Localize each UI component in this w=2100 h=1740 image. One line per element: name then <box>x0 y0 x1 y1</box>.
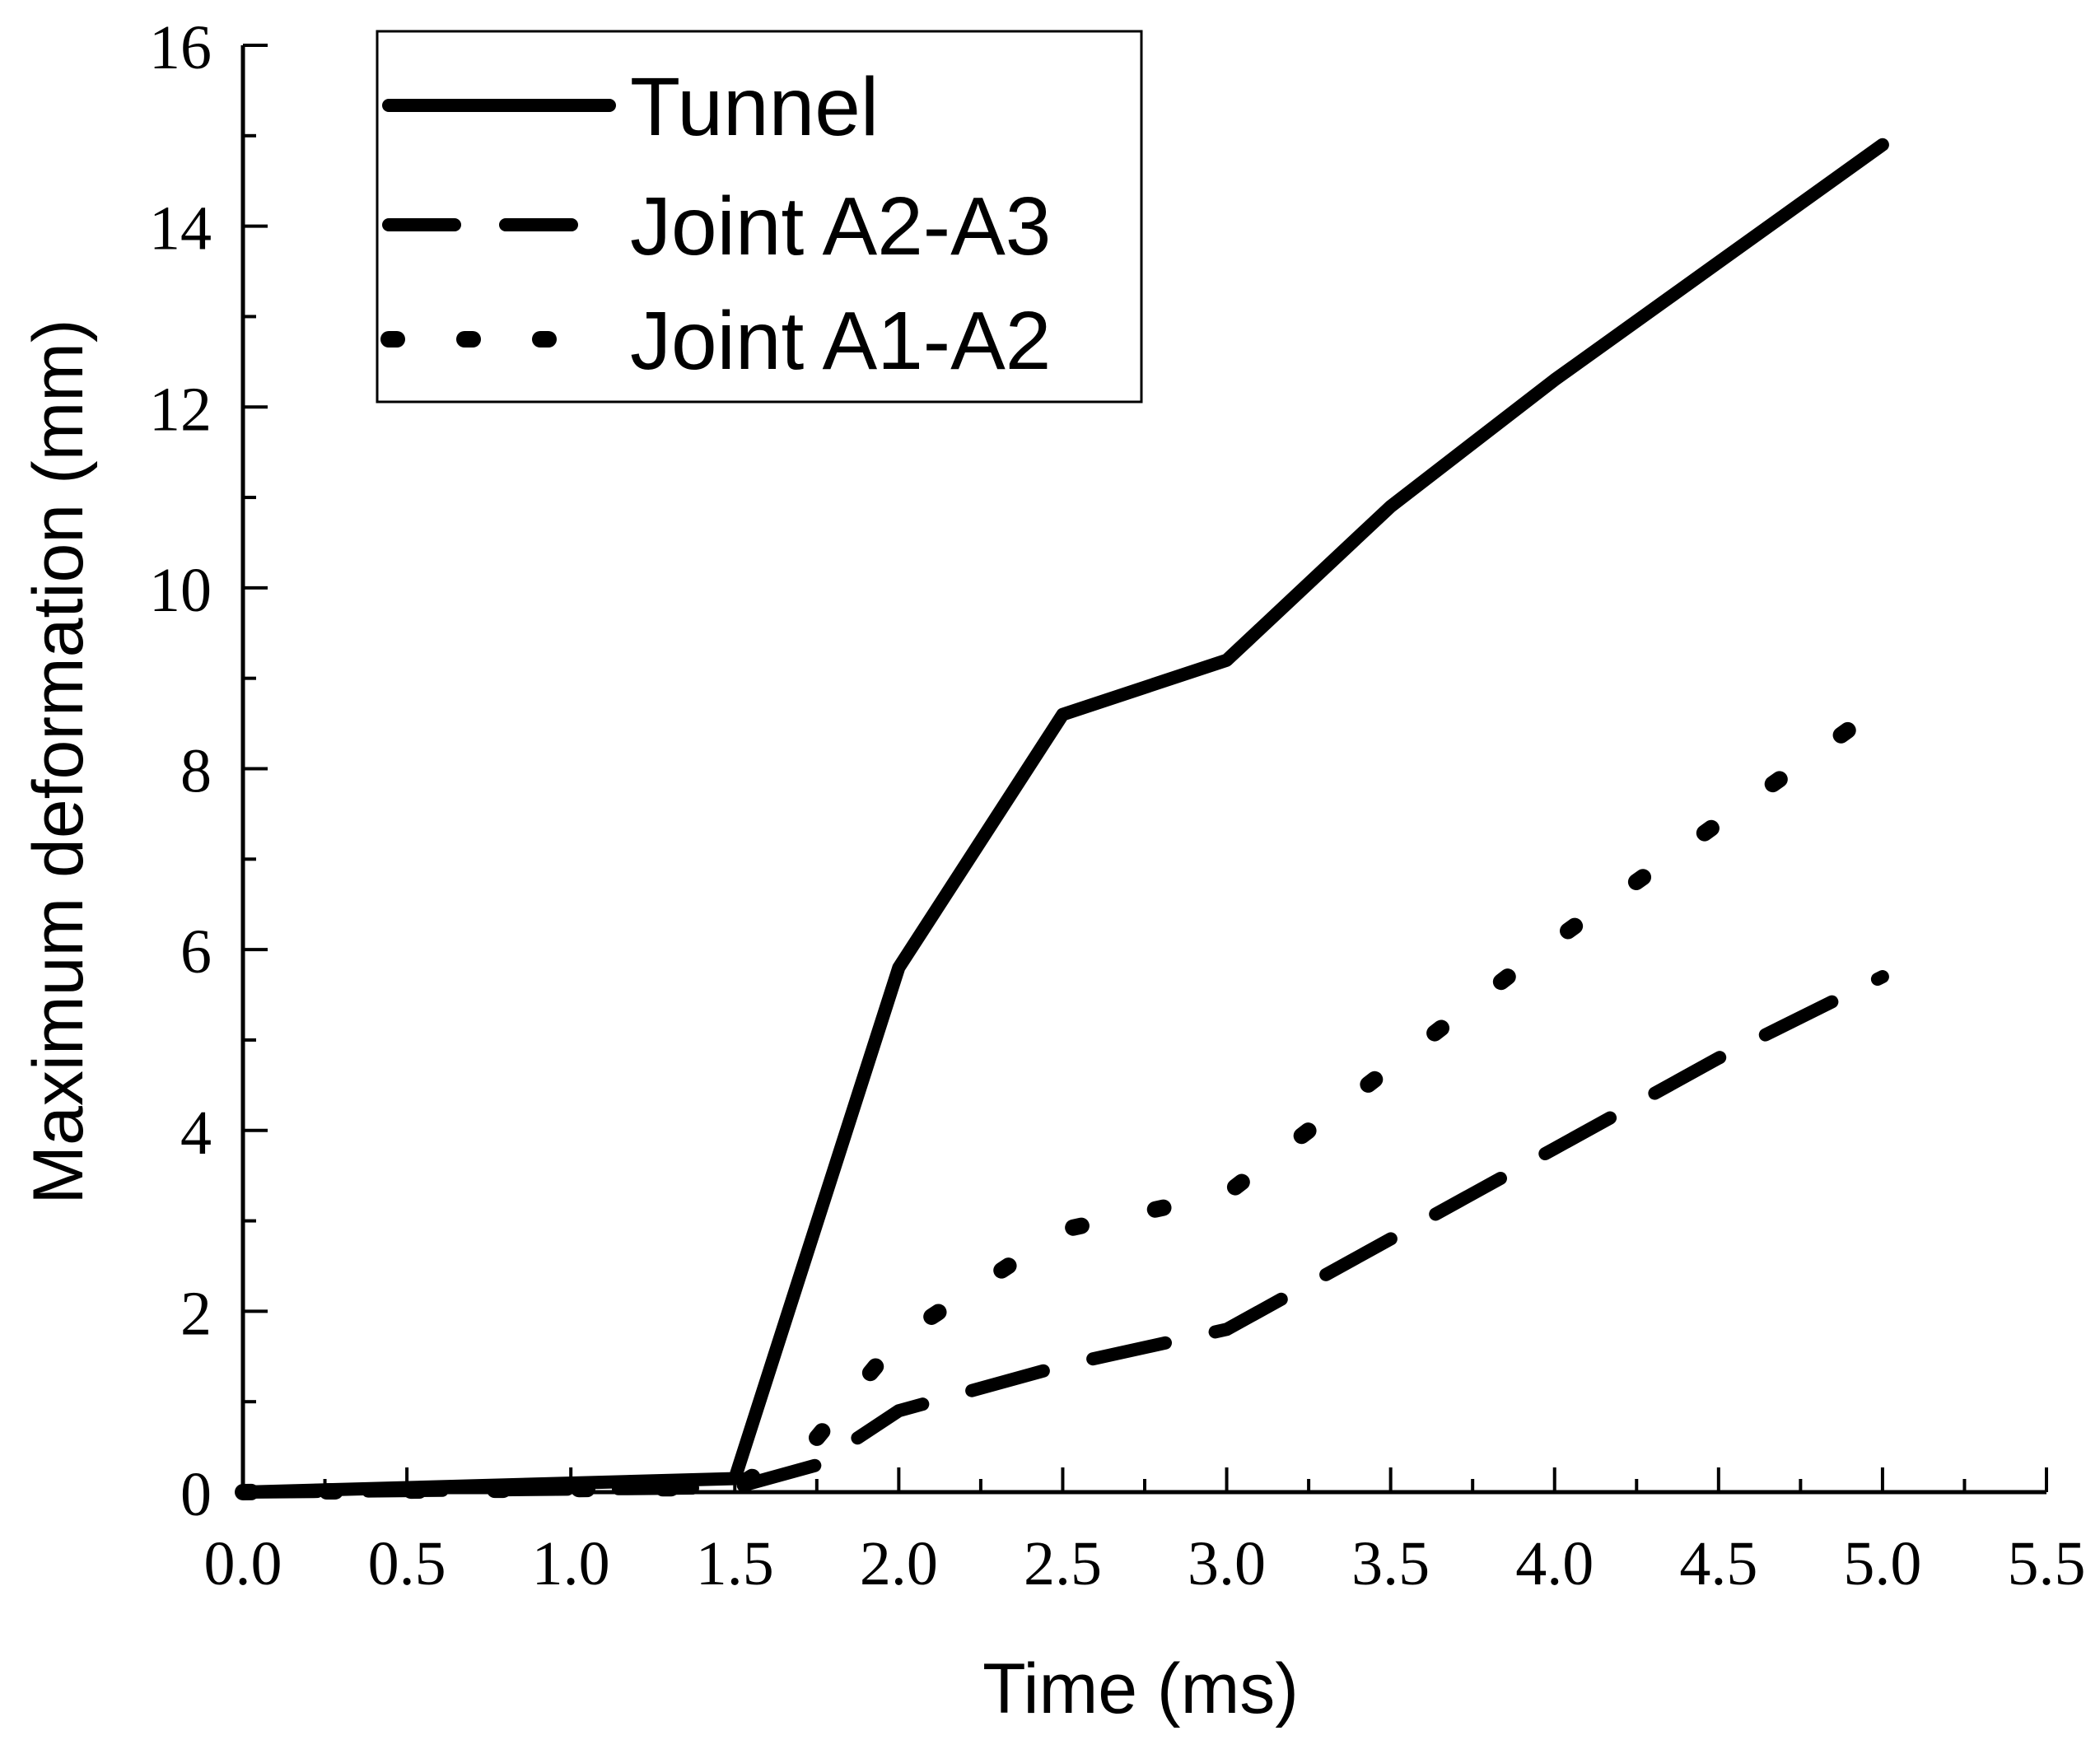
x-tick-label: 1.5 <box>696 1529 774 1598</box>
y-tick-label: 14 <box>149 194 212 264</box>
y-tick-label: 8 <box>180 737 212 806</box>
y-tick-label: 12 <box>149 375 212 444</box>
legend-label-2: Joint A2-A3 <box>630 180 1051 273</box>
y-tick-label: 16 <box>149 13 212 82</box>
x-tick-label: 3.5 <box>1351 1529 1430 1598</box>
y-tick-label: 0 <box>180 1460 212 1529</box>
axes: 0.0 0.5 1.0 1.5 2.0 2.5 3.0 3.5 4.0 4.5 5.0 5.5 0 2 4 6… <box>149 13 2086 1598</box>
y-axis-label: Maximum deformation (mm) <box>19 319 98 1204</box>
x-tick-label: 5.5 <box>2008 1529 2086 1598</box>
x-tick-label: 0.0 <box>204 1529 282 1598</box>
x-tick-label: 0.5 <box>368 1529 446 1598</box>
legend-box <box>376 30 1143 404</box>
x-tick-label: 2.5 <box>1024 1529 1102 1598</box>
y-tick-label: 6 <box>180 917 212 987</box>
series-line-1 <box>236 138 1889 1499</box>
y-tick-label: 10 <box>149 556 212 625</box>
x-tick-label: 5.0 <box>1843 1529 1921 1598</box>
x-tick-label: 3.0 <box>1188 1529 1266 1598</box>
series-lines <box>235 138 1891 1500</box>
series-line-2 <box>236 970 1889 1499</box>
legend-label-3: Joint A1-A2 <box>630 295 1051 387</box>
x-tick-label: 4.0 <box>1515 1529 1594 1598</box>
series-line-3 <box>235 697 1891 1500</box>
legend-label-1: Tunnel <box>630 61 879 153</box>
y-tick-label: 4 <box>180 1099 212 1168</box>
y-tick-label: 2 <box>180 1279 212 1348</box>
x-tick-label: 4.5 <box>1679 1529 1757 1598</box>
legend: Tunnel Joint A2-A3 Joint A1-A2 <box>376 30 1143 404</box>
x-axis-label: Time (ms) <box>982 1649 1299 1728</box>
x-tick-label: 2.0 <box>860 1529 938 1598</box>
x-tick-label: 1.0 <box>532 1529 610 1598</box>
